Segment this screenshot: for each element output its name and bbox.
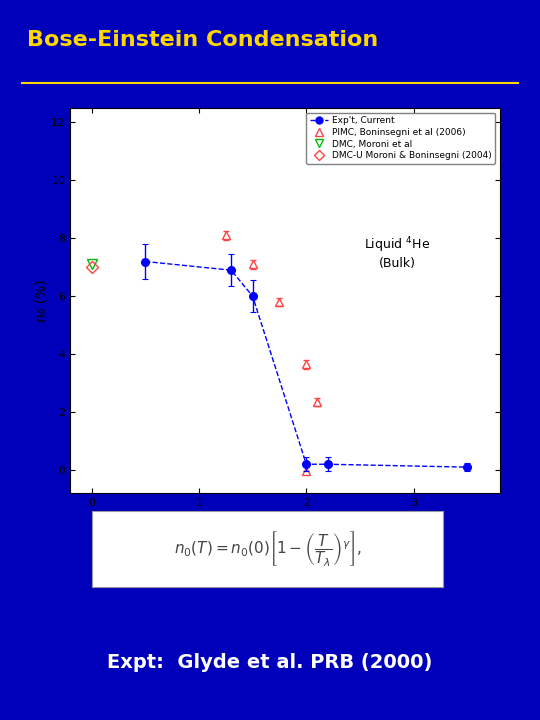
Legend: Exp't, Current, PIMC, Boninsegni et al (2006), DMC, Moroni et al, DMC-U Moroni &: Exp't, Current, PIMC, Boninsegni et al (… <box>306 112 495 164</box>
FancyBboxPatch shape <box>92 511 443 587</box>
Y-axis label: n₀ (%): n₀ (%) <box>35 279 49 322</box>
Text: $n_0(T) = n_0(0)\left[1 - \left(\dfrac{T}{T_\lambda}\right)^\gamma\right],$: $n_0(T) = n_0(0)\left[1 - \left(\dfrac{T… <box>173 529 361 569</box>
X-axis label: Temperature (K): Temperature (K) <box>234 513 335 526</box>
Text: Liquid $^4$He
(Bulk): Liquid $^4$He (Bulk) <box>364 235 431 270</box>
Text: Expt:  Glyde et al. PRB (2000): Expt: Glyde et al. PRB (2000) <box>107 653 433 672</box>
Text: Bose-Einstein Condensation: Bose-Einstein Condensation <box>27 30 378 50</box>
